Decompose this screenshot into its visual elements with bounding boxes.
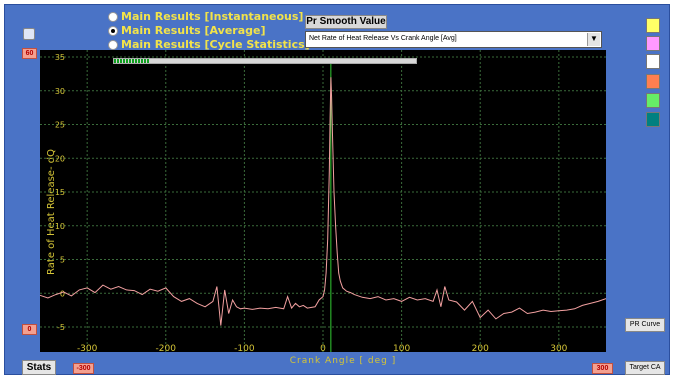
plot-type-dropdown[interactable]: Net Rate of Heat Release Vs Crank Angle … (305, 31, 602, 48)
results-radio-group: Main Results [Instantaneous] Main Result… (108, 10, 310, 52)
pr-curve-button[interactable]: PR Curve (625, 318, 665, 332)
plot-area (40, 50, 606, 352)
stats-button[interactable]: Stats (22, 360, 56, 375)
radio-label-cycle-statistics: Main Results [Cycle Statistics] (121, 38, 310, 51)
x-max-input[interactable]: 300 (592, 363, 613, 374)
y-min-input[interactable]: 0 (22, 324, 37, 335)
color-swatch-green[interactable] (646, 93, 660, 108)
color-swatch-white[interactable] (646, 54, 660, 69)
radio-instantaneous[interactable]: Main Results [Instantaneous] (108, 10, 310, 23)
pr-smooth-value-button[interactable]: Pr Smooth Value (305, 15, 387, 29)
radio-button-average[interactable] (108, 25, 118, 36)
color-swatch-coral[interactable] (646, 74, 660, 89)
settings-toggle-icon[interactable] (23, 28, 35, 40)
progress-fill (114, 59, 151, 63)
radio-label-average: Main Results [Average] (121, 24, 266, 37)
progress-bar (113, 58, 417, 64)
radio-button-cycle-statistics[interactable] (108, 39, 118, 50)
chevron-down-icon[interactable]: ▼ (587, 33, 600, 46)
color-swatch-pink[interactable] (646, 36, 660, 51)
radio-cycle-statistics[interactable]: Main Results [Cycle Statistics] (108, 38, 310, 51)
plot-type-selected-value: Net Rate of Heat Release Vs Crank Angle … (309, 35, 457, 42)
color-swatch-teal[interactable] (646, 112, 660, 127)
target-ca-button[interactable]: Target CA (625, 361, 665, 375)
color-swatch-yellow[interactable] (646, 18, 660, 33)
y-max-input[interactable]: 60 (22, 48, 37, 59)
radio-button-instantaneous[interactable] (108, 11, 118, 22)
radio-average[interactable]: Main Results [Average] (108, 24, 310, 37)
radio-label-instantaneous: Main Results [Instantaneous] (121, 10, 304, 23)
x-min-input[interactable]: -300 (73, 363, 94, 374)
